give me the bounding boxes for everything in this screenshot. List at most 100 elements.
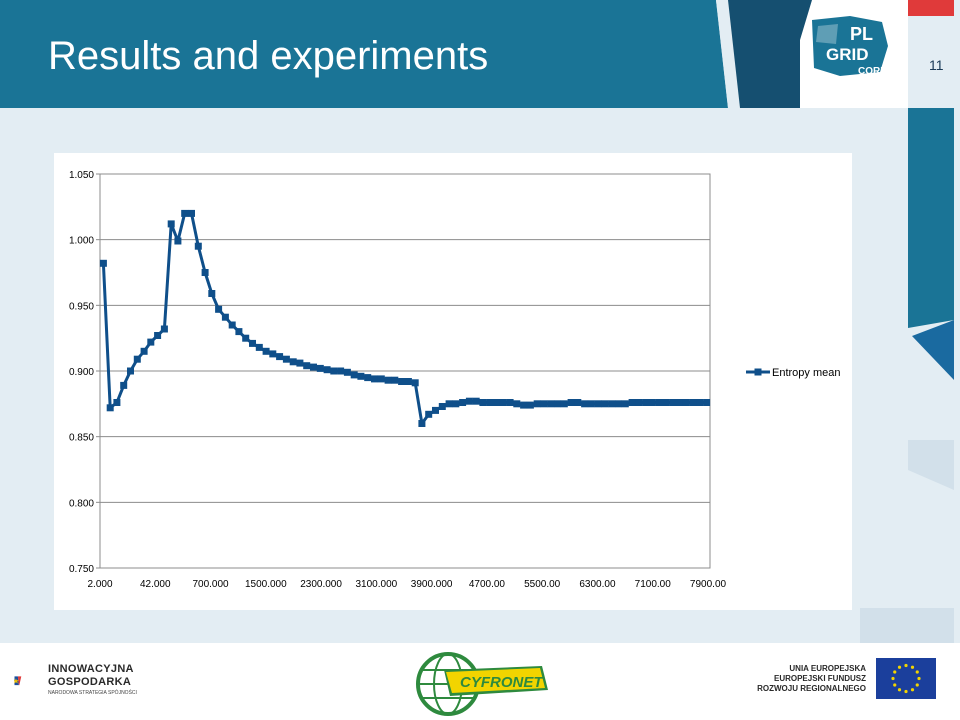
data-point-marker <box>682 399 690 406</box>
data-point-marker <box>194 242 202 250</box>
page-title: Results and experiments <box>48 34 489 78</box>
data-point-marker <box>459 399 467 406</box>
data-point-marker <box>587 400 595 408</box>
data-point-marker <box>398 378 406 385</box>
eu-star-icon <box>917 676 921 681</box>
data-point-marker <box>330 367 338 375</box>
eu-flag-icon <box>876 658 936 699</box>
data-point-marker <box>486 399 494 406</box>
data-point-marker <box>316 364 324 372</box>
x-tick-label: 6300.00 <box>579 579 616 590</box>
innowacyjna-gospodarka-logo <box>14 676 22 686</box>
data-point-marker <box>249 339 256 347</box>
data-point-marker <box>201 269 209 276</box>
x-tick-label: 2.000 <box>87 579 112 590</box>
data-point-marker <box>282 355 290 363</box>
data-point-marker <box>391 376 399 384</box>
data-point-marker <box>554 400 561 408</box>
data-point-marker <box>289 358 297 366</box>
data-point-marker <box>276 353 284 361</box>
plgrid-core-text: CORE <box>858 66 887 77</box>
eu-star-icon <box>897 665 902 669</box>
data-point-marker <box>479 399 487 406</box>
ig-line1: INNOWACYJNA <box>48 663 134 675</box>
data-point-marker <box>296 359 304 367</box>
data-point-marker <box>215 305 223 313</box>
data-point-marker <box>526 401 534 409</box>
data-point-marker <box>384 376 392 384</box>
entropy-chart: 1.050 1.000 0.950 0.900 0.850 0.800 0.750 2.000… <box>69 170 841 590</box>
data-point-marker <box>411 379 419 387</box>
data-point-marker <box>310 363 317 371</box>
data-point-marker <box>140 347 148 355</box>
data-point-marker <box>167 220 175 228</box>
data-point-marker <box>648 399 656 406</box>
data-point-marker <box>174 237 182 245</box>
x-tick-label: 7100.00 <box>635 579 672 590</box>
ig-line2: GOSPODARKA <box>48 676 132 688</box>
data-point-marker <box>99 259 107 267</box>
data-point-marker <box>350 371 358 379</box>
eu-star-icon <box>910 688 915 692</box>
data-point-marker <box>560 400 568 408</box>
chart-panel: 1.050 1.000 0.950 0.900 0.850 0.800 0.750 2.000… <box>54 153 852 610</box>
data-point-marker <box>513 400 521 408</box>
data-point-marker <box>574 399 582 406</box>
ue-line3: ROZWOJU REGIONALNEGO <box>757 684 866 693</box>
x-tick-label: 42.000 <box>140 579 171 590</box>
data-point-marker <box>181 209 189 217</box>
data-point-marker <box>127 367 134 375</box>
data-point-marker <box>188 209 195 217</box>
data-point-marker <box>269 350 277 358</box>
data-point-marker <box>343 368 351 376</box>
data-point-marker <box>567 399 575 406</box>
data-point-marker <box>445 400 453 408</box>
data-point-marker <box>133 355 141 363</box>
data-point-marker <box>635 399 643 406</box>
eu-star-icon <box>897 688 902 692</box>
slide-number: 11 <box>929 57 944 73</box>
data-point-marker <box>540 400 548 408</box>
data-point-marker <box>154 332 162 339</box>
x-tick-label: 5500.00 <box>524 579 561 590</box>
y-tick-label: 0.950 <box>69 301 94 312</box>
eu-star-icon <box>891 676 895 681</box>
data-point-marker <box>371 375 378 383</box>
plgrid-grid-text: GRID <box>826 45 869 64</box>
data-point-marker <box>506 399 514 406</box>
data-point-marker <box>262 347 270 355</box>
data-point-marker <box>608 400 616 408</box>
data-point-marker <box>377 375 385 383</box>
data-point-marker <box>432 406 439 414</box>
eu-star-icon <box>893 670 897 674</box>
data-point-marker <box>255 343 263 351</box>
data-point-marker <box>357 372 365 380</box>
data-point-marker <box>581 400 589 408</box>
ue-line2: EUROPEJSKI FUNDUSZ <box>773 674 866 683</box>
data-point-marker <box>452 400 460 408</box>
x-tick-label: 7900.00 <box>690 579 727 590</box>
data-point-marker <box>472 397 480 405</box>
data-point-marker <box>676 399 683 406</box>
right-decoration <box>860 0 954 643</box>
data-point-marker <box>228 321 236 329</box>
cyfronet-text: CYFRONET <box>460 674 544 691</box>
x-tick-label: 700.000 <box>192 579 229 590</box>
data-point-marker <box>601 400 609 408</box>
y-tick-label: 1.000 <box>69 236 94 247</box>
data-point-marker <box>120 381 128 389</box>
data-point-marker <box>364 374 372 382</box>
ue-line1: UNIA EUROPEJSKA <box>789 664 866 673</box>
y-tick-label: 0.850 <box>69 433 94 444</box>
data-point-marker <box>242 334 250 342</box>
data-point-marker <box>337 367 345 375</box>
data-point-marker <box>703 399 711 406</box>
data-point-marker <box>655 399 663 406</box>
data-point-marker <box>323 366 331 374</box>
legend-label: Entropy mean <box>772 367 840 379</box>
data-point-marker <box>208 290 216 297</box>
eu-star-icon <box>893 683 897 687</box>
data-point-marker <box>235 328 243 336</box>
cyfronet-logo: CYFRONET <box>416 652 548 716</box>
plgrid-pl-text: PL <box>850 24 873 44</box>
